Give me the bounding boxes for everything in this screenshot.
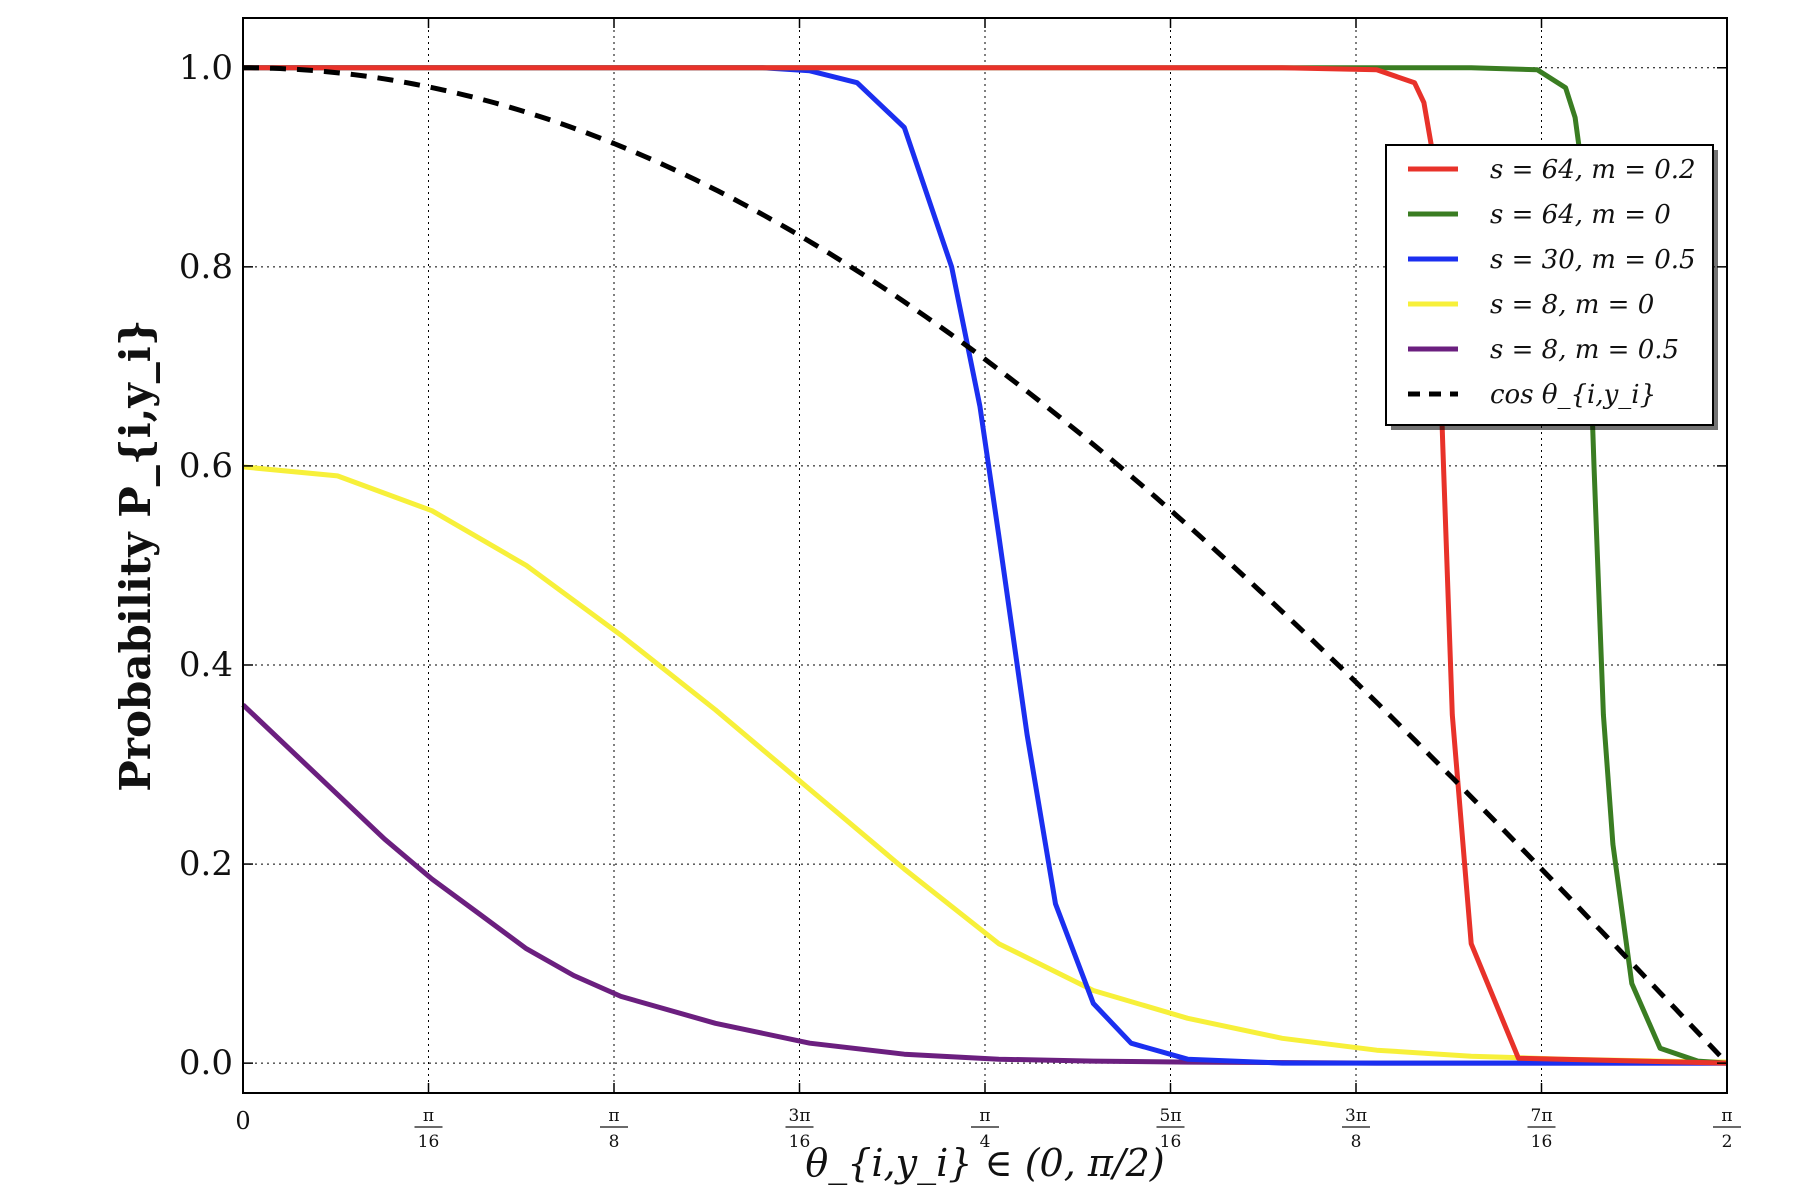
series-line-4: [241, 702, 1727, 1066]
x-tick-denominator: 8: [1351, 1132, 1362, 1152]
x-tick-numerator: π: [1721, 1106, 1732, 1126]
x-tick-text: 0: [235, 1107, 250, 1135]
x-tick-numerator: 3π: [789, 1106, 811, 1126]
x-tick-label: π8: [600, 1106, 628, 1152]
y-tick-label: 0.2: [179, 844, 233, 884]
x-tick-label: π 16: [414, 1106, 443, 1152]
legend-label: s = 8, m = 0.5: [1490, 335, 1679, 365]
x-tick-label: 0: [235, 1107, 250, 1135]
x-tick-denominator: 16: [1160, 1132, 1182, 1152]
legend-label: s = 64, m = 0: [1490, 200, 1671, 230]
x-tick-denominator: 16: [1531, 1132, 1553, 1152]
x-tick-denominator: 16: [418, 1132, 440, 1152]
x-tick-denominator: 16: [789, 1132, 811, 1152]
x-tick-label: π4: [971, 1106, 999, 1152]
y-tick-label: 0.0: [179, 1043, 233, 1083]
legend-item: s = 64, m = 0: [1408, 200, 1671, 230]
y-tick-label: 1.0: [179, 48, 233, 88]
x-tick-denominator: 8: [609, 1132, 620, 1152]
series-line-1: [243, 65, 1728, 1066]
x-tick-numerator: π: [979, 1106, 990, 1126]
x-tick-numerator: π: [608, 1106, 619, 1126]
y-tick-label: 0.8: [179, 247, 233, 287]
legend-item: s = 8, m = 0: [1408, 290, 1654, 320]
x-tick-label: 3π8: [1342, 1106, 1370, 1152]
legend-box: [1385, 144, 1714, 426]
legend-label: s = 30, m = 0.5: [1490, 245, 1696, 275]
x-tick-numerator: 7π: [1531, 1106, 1553, 1126]
legend: s = 64, m = 0.2 s = 64, m = 0 s = 30, m = …: [1385, 144, 1718, 430]
x-tick-numerator: π: [423, 1106, 434, 1126]
y-tick-label: 0.6: [179, 446, 233, 486]
series-line-2: [243, 65, 1727, 1066]
x-tick-numerator: 5π: [1160, 1106, 1182, 1126]
series-line-5: [243, 65, 1729, 1065]
x-tick-denominator: 4: [980, 1132, 991, 1152]
legend-item: s = 30, m = 0.5: [1408, 245, 1696, 275]
x-tick-denominator: 2: [1722, 1132, 1733, 1152]
x-tick-numerator: 3π: [1345, 1106, 1367, 1126]
legend-label: s = 8, m = 0: [1490, 290, 1654, 320]
x-tick-label: π2: [1713, 1106, 1741, 1152]
legend-label: cos θ_{i,y_i}: [1490, 380, 1656, 410]
y-tick-label: 0.4: [179, 645, 233, 685]
series-line-3: [242, 464, 1728, 1065]
legend-item: cos θ_{i,y_i}: [1408, 380, 1656, 410]
legend-label: s = 64, m = 0.2: [1490, 155, 1696, 185]
ticks: 0 π16π83π16π45π163π87π16π20.00.20.40.60.8…: [179, 18, 1741, 1152]
legend-item: s = 8, m = 0.5: [1408, 335, 1679, 365]
x-axis-title: θ_{i,y_i} ∈ (0, π/2): [805, 1141, 1164, 1186]
y-axis-title: Probability P_{i,y_i}: [111, 319, 160, 792]
axis-titles: θ_{i,y_i} ∈ (0, π/2) Probability P_{i,y_i…: [111, 319, 1165, 1186]
legend-item: s = 64, m = 0.2: [1408, 155, 1696, 185]
